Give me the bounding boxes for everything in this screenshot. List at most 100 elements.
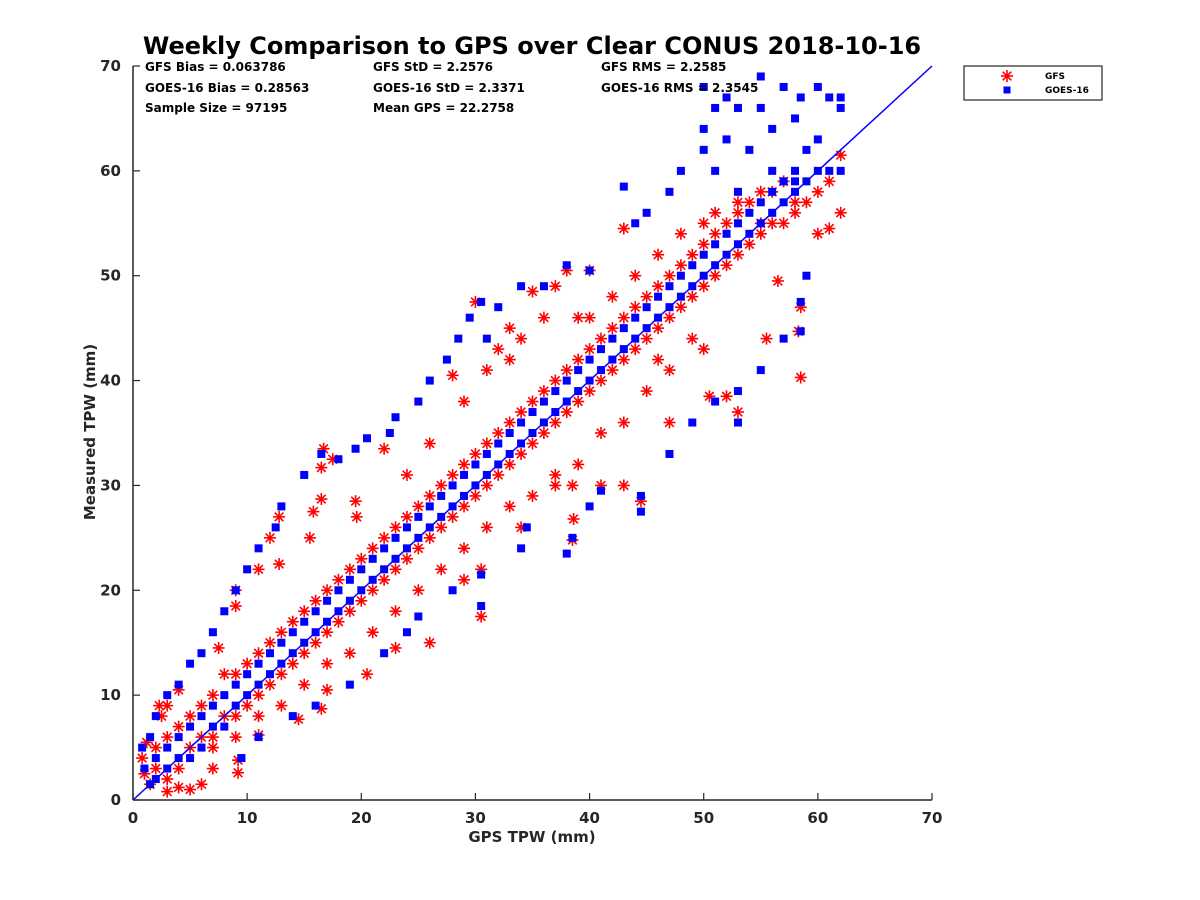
gfs-point <box>629 343 642 356</box>
goes-16-point <box>619 324 628 333</box>
goes-16-point <box>779 82 788 91</box>
goes-16-point <box>186 659 195 668</box>
gfs-point <box>771 274 784 287</box>
gfs-point <box>184 710 197 723</box>
goes-16-point <box>756 72 765 81</box>
goes-16-point <box>699 82 708 91</box>
gfs-point <box>537 427 550 439</box>
goes-16-point <box>631 219 640 228</box>
gfs-point <box>572 458 585 471</box>
legend-goes-label: GOES-16 <box>1045 86 1089 96</box>
gfs-point <box>366 542 379 555</box>
gfs-point <box>349 495 362 508</box>
goes-16-point <box>163 743 172 752</box>
gfs-point <box>309 636 322 649</box>
goes-16-point <box>277 502 286 511</box>
gfs-point <box>469 447 482 460</box>
gfs-point <box>617 416 630 429</box>
gfs-point <box>423 636 436 649</box>
x-tick-label: 60 <box>807 809 828 827</box>
goes-16-point <box>311 701 320 710</box>
goes-16-point <box>596 486 605 495</box>
gfs-point <box>674 301 687 314</box>
gfs-point <box>378 531 391 544</box>
gfs-point <box>303 531 316 544</box>
goes-16-point <box>608 334 617 343</box>
gfs-point <box>594 427 607 439</box>
goes-16-point <box>482 334 491 343</box>
goes-16-point <box>265 649 274 658</box>
goes-16-point <box>271 523 280 532</box>
gfs-point <box>760 332 773 345</box>
gfs-point <box>720 217 733 230</box>
stat-gfs-bias: GFS Bias = 0.063786 <box>145 60 286 74</box>
goes-16-point <box>802 271 811 280</box>
gfs-point <box>229 668 242 681</box>
gfs-point <box>321 683 334 696</box>
chart-title: Weekly Comparison to GPS over Clear CONU… <box>143 32 921 60</box>
stat-sample-size: Sample Size = 97195 <box>145 101 287 115</box>
gfs-point <box>423 489 436 502</box>
goes-16-point <box>711 397 720 406</box>
goes-16-point <box>574 366 583 375</box>
goes-16-point <box>825 166 834 175</box>
gfs-point <box>503 458 516 471</box>
goes-16-point <box>745 208 754 217</box>
goes-16-point <box>163 691 172 700</box>
gfs-point <box>307 505 320 518</box>
goes-16-point <box>733 219 742 228</box>
gfs-point <box>275 699 288 712</box>
gfs-point <box>697 217 710 230</box>
goes-16-point <box>756 366 765 375</box>
gfs-point <box>343 563 356 576</box>
gfs-point <box>273 510 286 523</box>
stat-goes-bias: GOES-16 Bias = 0.28563 <box>145 81 309 95</box>
goes-16-point <box>151 754 160 763</box>
goes-16-point <box>477 602 486 611</box>
gfs-point <box>332 573 345 586</box>
goes-16-point <box>362 434 371 443</box>
gfs-point <box>640 385 653 398</box>
gfs-point <box>400 510 413 523</box>
gfs-point <box>321 657 334 670</box>
gfs-point <box>629 301 642 314</box>
gfs-point <box>526 395 539 408</box>
gfs-point <box>652 248 665 261</box>
gfs-point <box>263 636 276 649</box>
gfs-point <box>298 647 311 660</box>
gfs-point <box>823 222 836 235</box>
gfs-point <box>252 647 265 660</box>
gfs-point <box>720 259 733 272</box>
gfs-point <box>446 369 459 382</box>
gfs-point <box>458 458 471 471</box>
y-tick-label: 0 <box>111 791 121 809</box>
goes-16-point <box>317 449 326 458</box>
gfs-point <box>241 657 254 670</box>
gfs-point <box>674 227 687 240</box>
goes-16-point <box>391 413 400 422</box>
one-to-one-line <box>132 65 933 801</box>
gfs-point <box>412 500 425 513</box>
goes-16-point <box>357 565 366 574</box>
gfs-point <box>153 699 166 712</box>
goes-16-point <box>402 523 411 532</box>
gfs-point <box>754 185 767 198</box>
goes-16-point <box>585 502 594 511</box>
goes-16-point <box>138 743 147 752</box>
stat-gfs-rms: GFS RMS = 2.2585 <box>601 60 726 74</box>
gfs-point <box>663 416 676 429</box>
gfs-point <box>161 773 174 786</box>
gfs-point <box>503 416 516 429</box>
gfs-point <box>549 280 562 293</box>
gfs-point <box>617 479 630 492</box>
gfs-point <box>686 332 699 345</box>
goes-16-point <box>756 198 765 207</box>
gfs-point <box>697 343 710 356</box>
gfs-point <box>149 741 162 754</box>
gfs-point <box>475 610 488 623</box>
goes-16-point <box>494 303 503 312</box>
gfs-point <box>549 374 562 387</box>
gfs-point <box>161 785 174 798</box>
gfs-point <box>686 290 699 303</box>
gfs-point <box>743 196 756 209</box>
